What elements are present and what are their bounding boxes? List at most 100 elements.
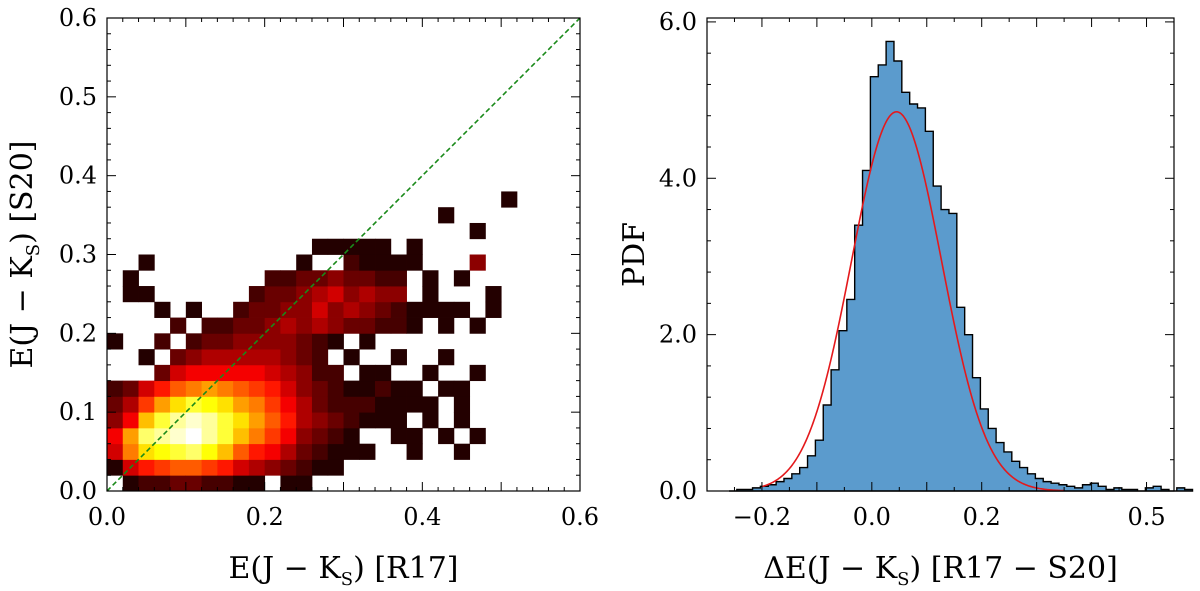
heatmap-cell: [375, 317, 392, 334]
heatmap-cell: [122, 270, 139, 287]
heatmap-cell: [185, 349, 202, 366]
heatmap-cell: [201, 333, 218, 350]
heatmap-cell: [327, 380, 344, 397]
heatmap-cell: [185, 333, 202, 350]
heatmap-cell: [154, 412, 171, 429]
heatmap-cell: [185, 364, 202, 382]
heatmap-cell: [217, 475, 234, 492]
heatmap-cell: [122, 443, 139, 460]
heatmap-cell: [170, 443, 187, 460]
heatmap-cell: [233, 301, 250, 318]
heatmap-cell: [248, 380, 266, 397]
heatmap-cell: [107, 333, 124, 350]
heatmap-cell: [217, 459, 234, 476]
heatmap-cell: [296, 396, 313, 413]
heatmap-cell: [296, 286, 313, 303]
gaussian-fit-line: [761, 111, 1065, 492]
heatmap-cell: [280, 380, 297, 397]
heatmap-cell: [280, 270, 297, 287]
heatmap-cell: [296, 333, 313, 350]
y-tick-label: 0.0: [659, 477, 697, 505]
heatmap-cell: [233, 317, 250, 334]
heatmap-cell: [469, 364, 486, 382]
heatmap-cell: [327, 427, 344, 445]
heatmap-cell: [217, 317, 234, 334]
heatmap-cell: [406, 427, 423, 445]
heatmap-cell: [406, 254, 423, 271]
heatmap-cell: [217, 349, 234, 366]
heatmap-cell: [296, 459, 313, 476]
heatmap-cell: [406, 238, 423, 255]
heatmap-cell: [311, 459, 329, 476]
heatmap-cell: [343, 254, 360, 271]
heatmap-cell: [343, 412, 360, 429]
heatmap-cell: [154, 301, 171, 318]
heatmap-cell: [170, 459, 187, 476]
y-tick-label: 0.1: [59, 398, 97, 426]
heatmap-cell: [438, 427, 455, 445]
heatmap-cell: [327, 286, 344, 303]
y-tick-label: 6.0: [659, 8, 697, 36]
heatmap-cell: [406, 301, 423, 318]
heatmap-cell: [327, 412, 344, 429]
heatmap-cell: [280, 443, 297, 460]
heatmap-cell: [375, 286, 392, 303]
heatmap-cell: [217, 427, 234, 445]
heatmap-cell: [501, 191, 518, 208]
heatmap-cell: [438, 349, 455, 366]
heatmap-cell: [485, 286, 502, 303]
heatmap-cell: [311, 443, 329, 460]
heatmap-cell: [185, 443, 202, 460]
heatmap-cell: [296, 349, 313, 366]
heatmap-cell: [422, 270, 439, 287]
heatmap-cell: [280, 349, 297, 366]
heatmap-cell: [390, 412, 407, 429]
heatmap-cell: [311, 238, 329, 255]
histogram-panel: −0.2 0.0 0.2 0.5 0.0 2.0 4.0 6.0 ΔE(J − KS) [R1…: [617, 8, 1194, 590]
heatmap-cells: [107, 191, 518, 492]
heatmap-cell: [264, 333, 281, 350]
heatmap-cell: [390, 380, 407, 397]
x-tick-label: 0.2: [246, 503, 284, 531]
heatmap-cell: [154, 459, 171, 476]
histogram-ticks: [706, 18, 1175, 492]
heatmap-cell: [138, 286, 155, 303]
heatmap-cell: [453, 443, 471, 460]
heatmap-cell: [343, 270, 360, 287]
heatmap-cell: [264, 349, 281, 366]
heatmap-cell: [469, 427, 486, 445]
heatmap-cell: [138, 443, 155, 460]
heatmap-cell: [311, 317, 329, 334]
heatmap-cell: [422, 286, 439, 303]
heatmap-cell: [185, 380, 202, 397]
heatmap-cell: [311, 396, 329, 413]
histogram-bars: [728, 40, 1194, 492]
heatmap-cell: [170, 349, 187, 366]
heatmap-cell: [469, 317, 486, 334]
heatmap-cell: [170, 475, 187, 492]
heatmap-cell: [122, 396, 139, 413]
heatmap-cell: [311, 286, 329, 303]
heatmap-cell: [359, 333, 376, 350]
heatmap-cell: [375, 238, 392, 255]
heatmap-cell: [248, 459, 266, 476]
x-tick-label: 0.5: [1127, 503, 1165, 531]
heatmap-cell: [264, 412, 281, 429]
heatmap-cell: [359, 270, 376, 287]
heatmap-cell: [122, 412, 139, 429]
histogram-x-axis-label: ΔE(J − KS) [R17 − S20]: [763, 551, 1118, 590]
histogram-frame: [706, 17, 1175, 492]
heatmap-cell: [375, 254, 392, 271]
heatmap-cell: [438, 380, 455, 397]
heatmap-cell: [359, 443, 376, 460]
heatmap-cell: [264, 380, 281, 397]
heatmap-cell: [296, 301, 313, 318]
heatmap-cell: [248, 364, 266, 382]
heatmap-cell: [170, 427, 187, 445]
heatmap-cell: [375, 301, 392, 318]
heatmap-cell: [453, 396, 471, 413]
heatmap-cell: [233, 443, 250, 460]
heatmap-cell: [233, 475, 250, 492]
heatmap-cell: [469, 254, 486, 271]
